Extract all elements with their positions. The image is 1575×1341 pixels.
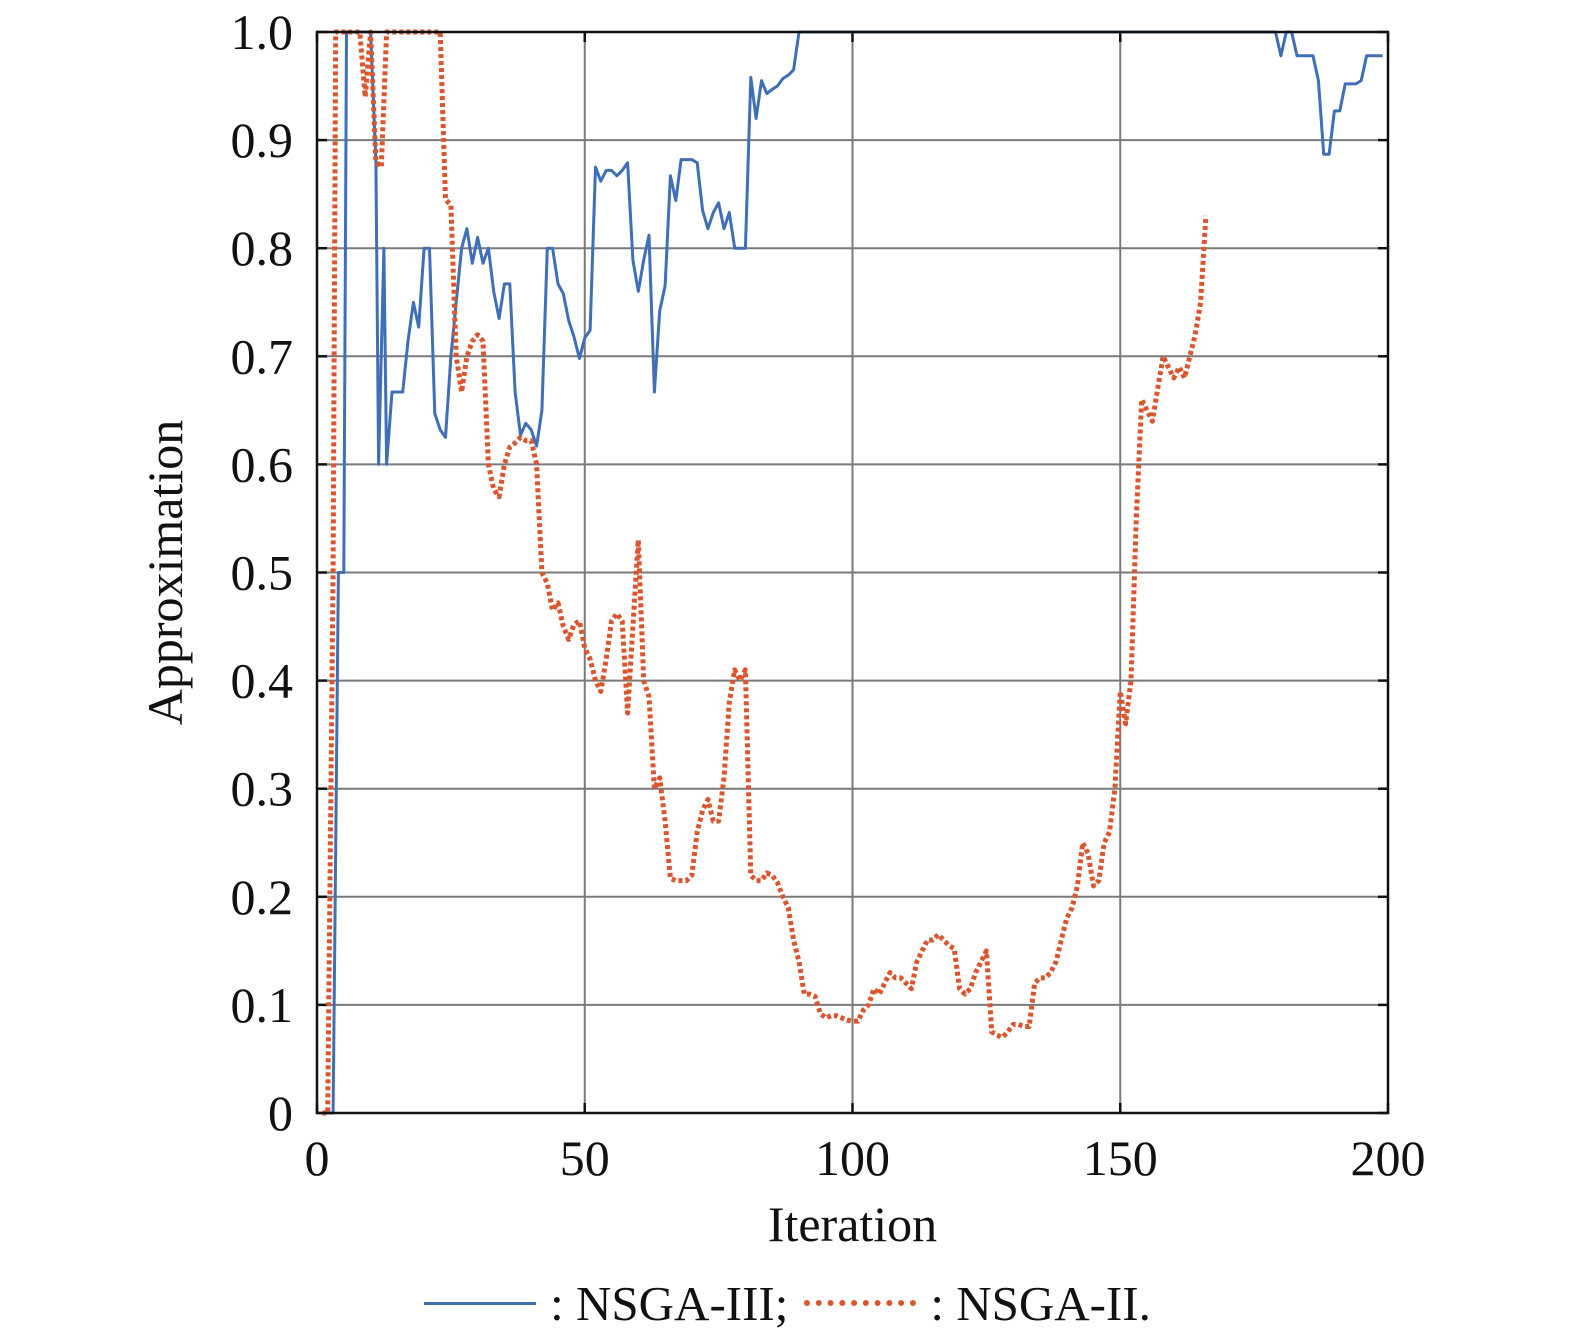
y-axis-label: Approximation xyxy=(137,420,193,726)
legend-label-nsga-iii: : NSGA-III; xyxy=(550,1275,789,1331)
y-tick-label: 0 xyxy=(268,1085,293,1141)
x-tick-label: 50 xyxy=(560,1130,610,1186)
legend-swatch-dotted xyxy=(804,1300,917,1306)
y-tick-label: 1.0 xyxy=(231,4,294,60)
x-tick-label: 150 xyxy=(1083,1130,1158,1186)
legend-swatch-solid xyxy=(424,1301,537,1305)
y-tick-label: 0.5 xyxy=(231,545,294,601)
y-tick-label: 0.4 xyxy=(231,653,294,709)
y-tick-label: 0.9 xyxy=(231,112,294,168)
y-tick-label: 0.3 xyxy=(231,761,294,817)
x-axis-label: Iteration xyxy=(768,1196,937,1252)
grid-lines xyxy=(317,32,1388,1113)
tick-labels: 0 0.1 0.2 0.3 0.4 0.5 0.6 0.7 0.8 0.9 1.0 0 50 100 150… xyxy=(231,4,1426,1186)
legend-item-nsga-iii: : NSGA-III; xyxy=(424,1275,788,1332)
series-line-nsga-ii xyxy=(322,29,1209,1116)
plot-frame xyxy=(315,30,1390,1115)
y-tick-label: 0.2 xyxy=(231,869,294,925)
legend-item-nsga-ii: : NSGA-II. xyxy=(804,1275,1151,1332)
x-tick-label: 100 xyxy=(815,1130,890,1186)
series-lines xyxy=(322,29,1383,1116)
y-tick-label: 0.1 xyxy=(231,977,294,1033)
x-tick-label: 200 xyxy=(1351,1130,1426,1186)
series-line-nsga-iii xyxy=(322,30,1383,1115)
legend-label-nsga-ii: : NSGA-II. xyxy=(930,1275,1151,1331)
legend: : NSGA-III; : NSGA-II. xyxy=(0,1268,1575,1338)
y-tick-label: 0.7 xyxy=(231,328,294,384)
y-tick-label: 0.8 xyxy=(231,220,294,276)
y-tick-label: 0.6 xyxy=(231,436,294,492)
x-tick-label: 0 xyxy=(305,1130,330,1186)
